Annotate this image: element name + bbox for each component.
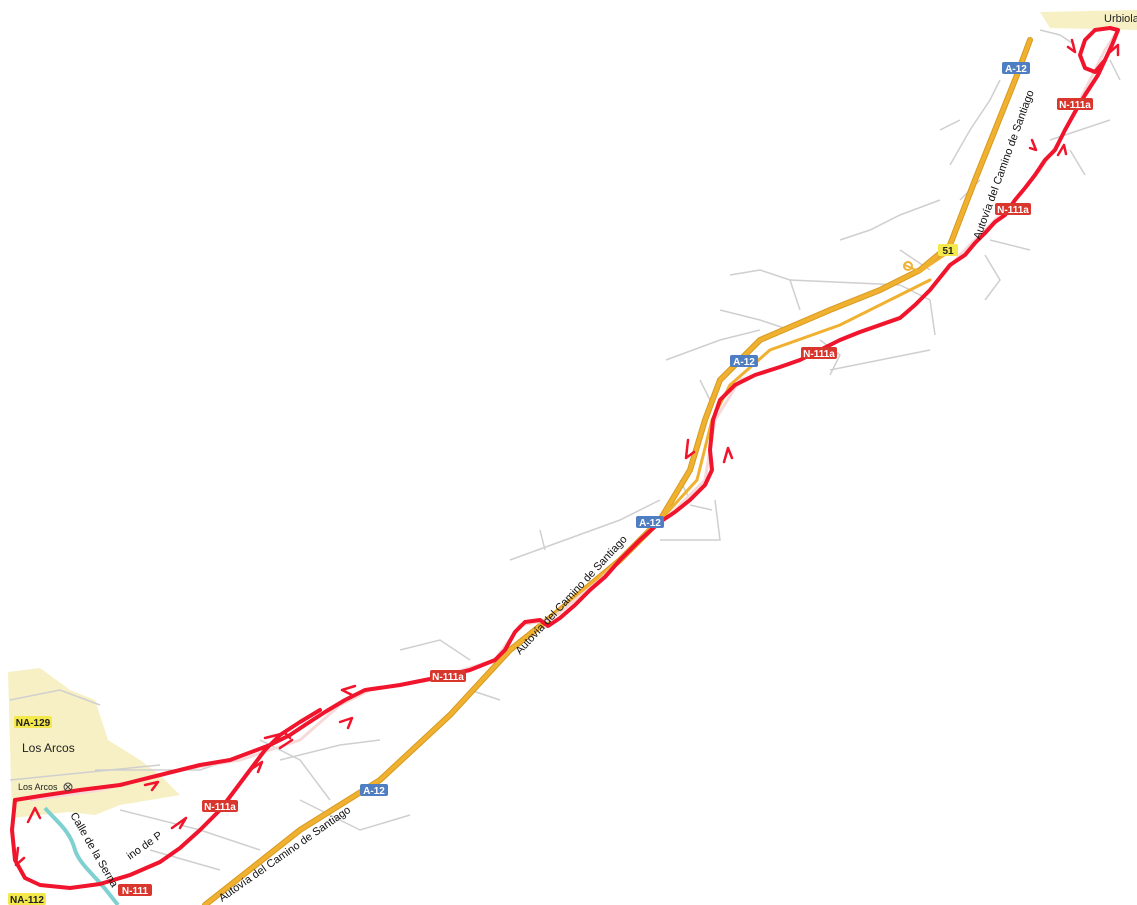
svg-text:N-111: N-111 bbox=[122, 886, 149, 897]
shield-a12-2: A-12 bbox=[730, 355, 758, 368]
town-area bbox=[8, 10, 1137, 818]
minor-roads bbox=[9, 29, 1121, 871]
svg-text:A-12: A-12 bbox=[1005, 64, 1027, 75]
svg-text:N-111a: N-111a bbox=[997, 205, 1029, 216]
shield-n111a-4: N-111a bbox=[430, 670, 466, 683]
svg-text:A-12: A-12 bbox=[363, 786, 385, 797]
motorway-a12 bbox=[202, 37, 1033, 905]
shield-n111: N-111 bbox=[118, 884, 152, 897]
n111a-road bbox=[29, 29, 1120, 802]
shield-n111a-2: N-111a bbox=[995, 203, 1031, 216]
place-label-los-arcos-small: Los Arcos bbox=[18, 782, 58, 792]
church-icon bbox=[63, 782, 73, 792]
shield-a12-3: A-12 bbox=[636, 516, 664, 529]
shield-a12-1: A-12 bbox=[1002, 62, 1030, 75]
svg-text:NA-112: NA-112 bbox=[10, 895, 44, 905]
shield-n111a-3: N-111a bbox=[801, 347, 837, 360]
direction-arrows bbox=[14, 38, 1120, 867]
shield-a12-4: A-12 bbox=[360, 784, 388, 797]
gps-track bbox=[10, 26, 1120, 890]
road-label-local: ino de P bbox=[125, 829, 165, 862]
place-label-los-arcos: Los Arcos bbox=[22, 741, 75, 755]
svg-text:NA-129: NA-129 bbox=[16, 718, 51, 729]
place-label-urbiola: Urbiola bbox=[1104, 13, 1137, 25]
svg-text:51: 51 bbox=[942, 246, 954, 257]
shield-na129: NA-129 bbox=[14, 716, 52, 729]
svg-text:N-111a: N-111a bbox=[803, 349, 835, 360]
shield-n111a-5: N-111a bbox=[202, 800, 238, 813]
svg-text:A-12: A-12 bbox=[733, 357, 755, 368]
shield-n111a-1: N-111a bbox=[1057, 98, 1093, 111]
shield-na112: NA-112 bbox=[8, 893, 46, 905]
exit-51-marker: 51 bbox=[938, 244, 958, 257]
svg-text:A-12: A-12 bbox=[639, 518, 661, 529]
svg-text:N-111a: N-111a bbox=[204, 802, 236, 813]
road-label-autovia-lower: Autovía del Camino de Santiago bbox=[217, 804, 353, 904]
svg-text:N-111a: N-111a bbox=[432, 672, 464, 683]
svg-text:N-111a: N-111a bbox=[1059, 100, 1091, 111]
